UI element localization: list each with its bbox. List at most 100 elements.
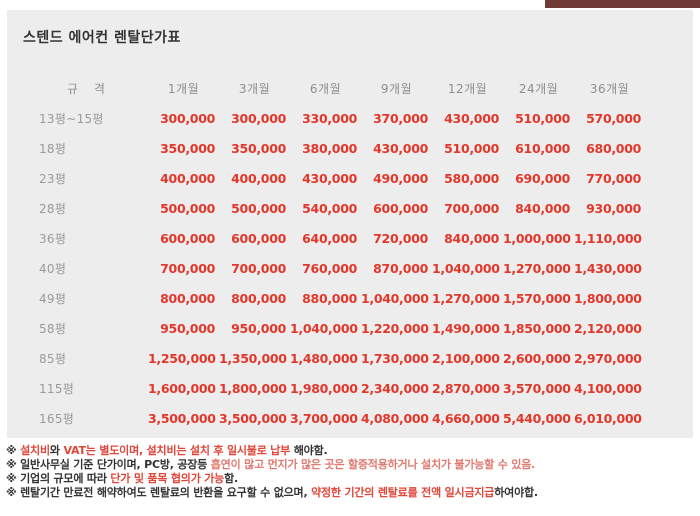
price-cell: 690,000: [515, 170, 570, 186]
price-panel: 스텐드 에어컨 렌탈단가표 규 격 1개월 3개월 6개월 9개월 12개월 24개월 36개…: [7, 10, 693, 438]
size-label: 115평: [39, 381, 75, 396]
price-cell: 930,000: [586, 200, 641, 216]
price-cell: 760,000: [302, 260, 357, 276]
footnote-segment: VAT는 별도이며, 설치비는 설치 후 일시불로 납부: [63, 444, 291, 457]
price-cell: 350,000: [231, 140, 286, 156]
size-column-header: 규 격: [67, 81, 111, 96]
price-cell: 700,000: [160, 260, 215, 276]
price-cell: 1,040,000: [361, 290, 429, 306]
price-cell: 540,000: [302, 200, 357, 216]
price-cell: 300,000: [160, 110, 215, 126]
price-cell: 1,040,000: [290, 320, 358, 336]
footnote-line: ※ 일반사무실 기준 단가이며, PC방, 공장등 흡연이 많고 먼지가 많은 …: [6, 458, 696, 472]
price-cell: 770,000: [586, 170, 641, 186]
price-cell: 2,970,000: [574, 350, 642, 366]
period-column-header: 9개월: [380, 81, 413, 96]
footnote-segment: 흡연이 많고 먼지가 많은 곳은 할증적용하거나 설치가 불가능할 수 있음.: [210, 458, 536, 471]
size-label: 40평: [39, 261, 67, 276]
footnote-segment: 함.: [224, 472, 238, 485]
table-row: 115평 1,600,000 1,800,000 1,980,000 2,340,000…: [30, 373, 645, 403]
table-row: 165평 3,500,000 3,500,000 3,700,000 4,080,000…: [30, 403, 645, 433]
price-cell: 1,980,000: [290, 380, 358, 396]
price-cell: 4,080,000: [361, 410, 429, 426]
price-cell: 500,000: [160, 200, 215, 216]
price-cell: 300,000: [231, 110, 286, 126]
price-cell: 700,000: [231, 260, 286, 276]
table-row: 13평~15평 300,000 300,000 330,000 370,000 430,0…: [30, 103, 645, 133]
price-cell: 1,600,000: [148, 380, 216, 396]
price-cell: 3,700,000: [290, 410, 358, 426]
price-cell: 350,000: [160, 140, 215, 156]
period-column-header: 6개월: [309, 81, 342, 96]
price-cell: 600,000: [373, 200, 428, 216]
price-cell: 1,000,000: [503, 230, 571, 246]
price-cell: 1,570,000: [503, 290, 571, 306]
price-cell: 400,000: [160, 170, 215, 186]
price-cell: 400,000: [231, 170, 286, 186]
price-cell: 2,870,000: [432, 380, 500, 396]
price-cell: 800,000: [160, 290, 215, 306]
footnote-segment: 하여야합.: [494, 486, 538, 499]
table-body: 13평~15평 300,000 300,000 330,000 370,000 430,0…: [30, 103, 645, 433]
price-cell: 330,000: [302, 110, 357, 126]
price-cell: 1,350,000: [219, 350, 287, 366]
period-column-header: 3개월: [238, 81, 271, 96]
table-row: 85평 1,250,000 1,350,000 1,480,000 1,730,000 2…: [30, 343, 645, 373]
footnote-segment: ※: [6, 444, 21, 457]
price-cell: 2,340,000: [361, 380, 429, 396]
price-cell: 4,100,000: [574, 380, 642, 396]
footnote-segment: 약정한 기간의 렌탈료를 전액 일시금지급: [311, 486, 495, 499]
price-cell: 2,120,000: [574, 320, 642, 336]
price-cell: 610,000: [515, 140, 570, 156]
page-title: 스텐드 에어컨 렌탈단가표: [23, 30, 181, 46]
price-cell: 1,250,000: [148, 350, 216, 366]
price-cell: 380,000: [302, 140, 357, 156]
footnote-segment: 해야함.: [290, 444, 328, 457]
price-cell: 700,000: [444, 200, 499, 216]
price-cell: 500,000: [231, 200, 286, 216]
footnote-segment: ※ 렌탈기간 만료전 해약하여도 렌탈료의 반환을 요구할 수 없으며,: [6, 486, 312, 499]
footnote-line: ※ 기업의 규모에 따라 단가 및 품목 협의가 가능함.: [6, 472, 696, 486]
table-row: 49평 800,000 800,000 880,000 1,040,000 1,270,0…: [30, 283, 645, 313]
size-label: 13평~15평: [39, 111, 104, 126]
price-cell: 680,000: [586, 140, 641, 156]
price-cell: 870,000: [373, 260, 428, 276]
price-cell: 3,500,000: [148, 410, 216, 426]
price-cell: 1,480,000: [290, 350, 358, 366]
price-cell: 3,500,000: [219, 410, 287, 426]
table-row: 40평 700,000 700,000 760,000 870,000 1,040,000…: [30, 253, 645, 283]
table-row: 18평 350,000 350,000 380,000 430,000 510,000 61…: [30, 133, 645, 163]
footnote-segment: 와: [49, 444, 64, 457]
footnote-segment: 단가 및 품목 협의가 가능: [110, 472, 225, 485]
price-cell: 1,800,000: [574, 290, 642, 306]
top-right-accent-bar: [545, 0, 700, 8]
price-cell: 430,000: [302, 170, 357, 186]
table-row: 58평 950,000 950,000 1,040,000 1,220,000 1,490…: [30, 313, 645, 343]
price-cell: 1,430,000: [574, 260, 642, 276]
table-row: 36평 600,000 600,000 640,000 720,000 840,000 1,…: [30, 223, 645, 253]
price-cell: 1,270,000: [503, 260, 571, 276]
price-cell: 880,000: [302, 290, 357, 306]
footnote-segment: 설치비: [20, 444, 50, 457]
price-cell: 1,040,000: [432, 260, 500, 276]
table-row: 28평 500,000 500,000 540,000 600,000 700,000 84…: [30, 193, 645, 223]
price-cell: 600,000: [160, 230, 215, 246]
price-cell: 570,000: [586, 110, 641, 126]
price-cell: 6,010,000: [574, 410, 642, 426]
price-cell: 510,000: [515, 110, 570, 126]
price-cell: 950,000: [231, 320, 286, 336]
table-header-row: 규 격 1개월 3개월 6개월 9개월 12개월 24개월 36개월: [30, 73, 645, 103]
size-label: 49평: [39, 291, 67, 306]
size-label: 85평: [39, 351, 67, 366]
price-cell: 2,100,000: [432, 350, 500, 366]
price-cell: 800,000: [231, 290, 286, 306]
price-cell: 1,110,000: [574, 230, 642, 246]
size-label: 23평: [39, 171, 67, 186]
price-cell: 580,000: [444, 170, 499, 186]
price-cell: 1,490,000: [432, 320, 500, 336]
price-cell: 2,600,000: [503, 350, 571, 366]
price-cell: 490,000: [373, 170, 428, 186]
price-cell: 5,440,000: [503, 410, 571, 426]
size-label: 58평: [39, 321, 67, 336]
price-cell: 1,270,000: [432, 290, 500, 306]
